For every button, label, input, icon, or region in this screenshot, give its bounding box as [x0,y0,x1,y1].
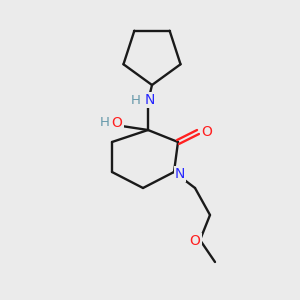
Text: H: H [100,116,110,130]
Text: O: O [202,125,212,139]
Text: H: H [131,94,141,106]
Text: O: O [190,234,200,248]
Text: O: O [112,116,122,130]
Text: N: N [145,93,155,107]
Text: N: N [175,167,185,181]
